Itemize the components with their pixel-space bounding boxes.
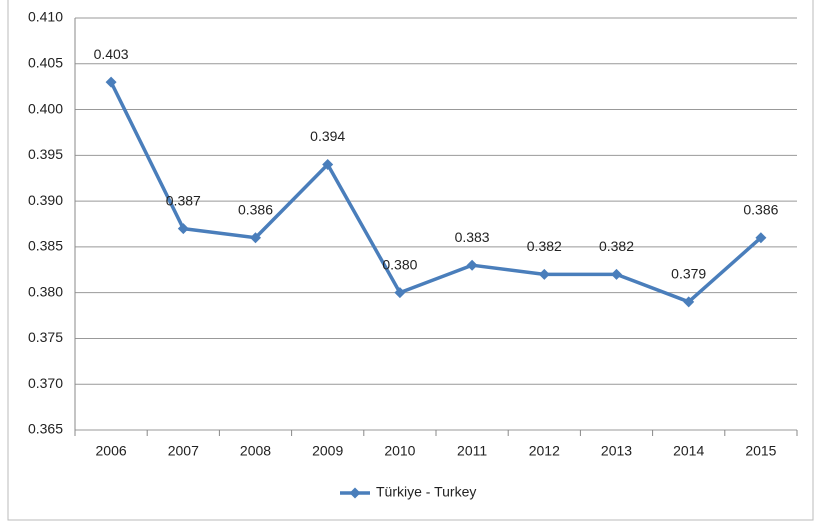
x-tick-label: 2012 [529, 443, 560, 459]
data-label: 0.386 [743, 201, 778, 217]
y-tick-label: 0.400 [28, 100, 63, 116]
data-label: 0.403 [94, 46, 129, 62]
legend-marker [349, 487, 361, 499]
data-point [611, 268, 622, 280]
y-tick-label: 0.395 [28, 146, 63, 162]
y-tick-label: 0.385 [28, 238, 63, 254]
y-tick-label: 0.390 [28, 192, 63, 208]
x-tick-label: 2013 [601, 443, 632, 459]
data-point [683, 296, 695, 308]
data-label: 0.386 [238, 201, 273, 217]
y-tick-label: 0.405 [28, 54, 63, 70]
data-label: 0.382 [599, 238, 634, 254]
y-tick-label: 0.375 [28, 329, 63, 345]
data-point [250, 232, 261, 244]
chart-frame [7, 0, 814, 521]
x-tick-label: 2008 [240, 443, 271, 459]
series-line [109, 81, 763, 304]
x-tick-label: 2011 [457, 443, 487, 459]
data-point [538, 268, 550, 280]
data-label: 0.394 [310, 128, 345, 144]
data-label: 0.380 [382, 256, 417, 272]
data-point [394, 287, 406, 299]
data-point [322, 158, 334, 170]
data-point [755, 232, 767, 244]
data-point [466, 259, 478, 271]
x-tick-label: 2014 [673, 443, 704, 459]
data-label: 0.382 [527, 238, 562, 254]
data-point [105, 76, 117, 88]
x-tick-label: 2007 [168, 443, 199, 459]
x-tick-label: 2006 [96, 443, 127, 459]
x-tick-label: 2009 [312, 443, 343, 459]
data-label: 0.383 [455, 229, 490, 245]
data-label: 0.379 [671, 266, 706, 282]
y-tick-label: 0.380 [28, 283, 63, 299]
y-tick-label: 0.365 [28, 421, 63, 437]
data-point [177, 223, 189, 235]
data-label: 0.387 [166, 192, 201, 208]
x-tick-label: 2015 [745, 443, 776, 459]
legend-label: Türkiye - Turkey [376, 484, 476, 500]
x-tick-label: 2010 [384, 443, 415, 459]
y-tick-label: 0.370 [28, 375, 63, 391]
y-tick-label: 0.410 [28, 9, 63, 25]
